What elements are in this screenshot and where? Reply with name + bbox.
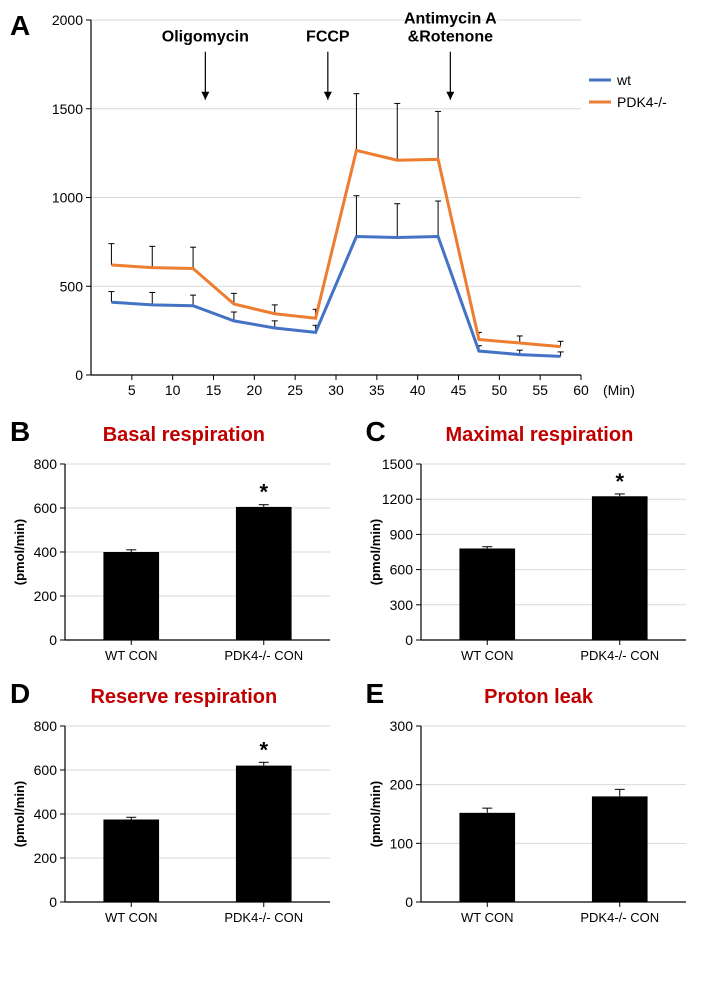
svg-text:0: 0 — [405, 632, 413, 648]
svg-text:1500: 1500 — [381, 456, 412, 472]
svg-text:wt: wt — [616, 72, 631, 88]
svg-text:WT CON: WT CON — [461, 648, 513, 663]
svg-text:0: 0 — [75, 367, 83, 383]
svg-text:1200: 1200 — [381, 491, 412, 507]
svg-text:(pmol/min): (pmol/min) — [368, 519, 383, 585]
svg-text:200: 200 — [34, 850, 58, 866]
svg-text:60: 60 — [573, 382, 589, 398]
panel-d-title: Reserve respiration — [42, 686, 345, 709]
svg-text:2000: 2000 — [52, 12, 83, 28]
panel-b-chart: 0 200 400 600 800 (pmol/min) WT CON PDK4-/- CON… — [10, 450, 346, 670]
svg-text:25: 25 — [288, 382, 304, 398]
svg-text:PDK4-/- CON: PDK4-/- CON — [224, 648, 303, 663]
svg-text:PDK4-/- CON: PDK4-/- CON — [580, 648, 659, 663]
svg-text:PDK4-/- CON: PDK4-/- CON — [580, 910, 659, 925]
panel-b-label: B — [10, 416, 30, 448]
svg-text:400: 400 — [34, 544, 58, 560]
svg-text:100: 100 — [389, 835, 413, 851]
panel-e-chart: 0 100 200 300 (pmol/min) WT CON PDK4-/- CON — [366, 712, 702, 932]
panel-a-chart: 0 500 1000 1500 2000 5 10 15 20 25 30 35 40 45 50 55 60 (… — [36, 10, 681, 410]
svg-text:50: 50 — [492, 382, 508, 398]
svg-text:10: 10 — [165, 382, 181, 398]
panel-c-container: C Maximal respiration 0 300 600 900 1200 1500… — [366, 416, 702, 670]
panel-d-chart: 0 200 400 600 800 (pmol/min) WT CON PDK4-/- CON… — [10, 712, 346, 932]
svg-text:Antimycin A: Antimycin A — [404, 11, 497, 28]
panel-e-container: E Proton leak 0 100 200 300 (pmol/min) WT CON… — [366, 678, 702, 932]
svg-text:800: 800 — [34, 718, 58, 734]
svg-text:500: 500 — [60, 278, 84, 294]
svg-text:200: 200 — [389, 777, 413, 793]
small-panels-grid: B Basal respiration 0 200 400 600 800 (pmol/m… — [10, 416, 701, 932]
svg-text:400: 400 — [34, 806, 58, 822]
svg-text:1500: 1500 — [52, 101, 83, 117]
svg-text:300: 300 — [389, 718, 413, 734]
panel-a-container: A 0 500 1000 1500 2000 5 10 15 20 25 30 35 40 45 50 55 6… — [10, 10, 701, 410]
svg-text:600: 600 — [34, 500, 58, 516]
svg-text:900: 900 — [389, 526, 413, 542]
svg-text:300: 300 — [389, 597, 413, 613]
svg-text:0: 0 — [49, 894, 57, 910]
panel-c-label: C — [366, 416, 386, 448]
svg-text:WT CON: WT CON — [105, 648, 157, 663]
panel-c-title: Maximal respiration — [398, 424, 701, 447]
panel-b-container: B Basal respiration 0 200 400 600 800 (pmol/m… — [10, 416, 346, 670]
panel-d-label: D — [10, 678, 30, 710]
svg-text:PDK4-/-: PDK4-/- — [617, 94, 667, 110]
svg-text:(Min): (Min) — [603, 382, 635, 398]
panel-e-label: E — [366, 678, 385, 710]
svg-text:5: 5 — [128, 382, 136, 398]
svg-text:0: 0 — [49, 632, 57, 648]
panel-c-chart: 0 300 600 900 1200 1500 (pmol/min) WT CON PDK4-/… — [366, 450, 702, 670]
svg-text:200: 200 — [34, 588, 58, 604]
panel-d-container: D Reserve respiration 0 200 400 600 800 (pmol… — [10, 678, 346, 932]
svg-text:600: 600 — [389, 562, 413, 578]
svg-text:35: 35 — [369, 382, 385, 398]
svg-text:Oligomycin: Oligomycin — [162, 29, 249, 46]
svg-text:&Rotenone: &Rotenone — [408, 29, 493, 46]
svg-text:(pmol/min): (pmol/min) — [368, 781, 383, 847]
svg-text:WT CON: WT CON — [461, 910, 513, 925]
svg-text:55: 55 — [533, 382, 549, 398]
svg-text:PDK4-/- CON: PDK4-/- CON — [224, 910, 303, 925]
svg-text:*: * — [615, 469, 624, 494]
panel-a-label: A — [10, 10, 30, 42]
svg-text:30: 30 — [328, 382, 344, 398]
svg-text:(pmol/min): (pmol/min) — [12, 519, 27, 585]
svg-text:15: 15 — [206, 382, 222, 398]
svg-text:*: * — [259, 737, 268, 762]
svg-text:40: 40 — [410, 382, 426, 398]
svg-text:FCCP: FCCP — [306, 29, 350, 46]
svg-text:(pmol/min): (pmol/min) — [12, 781, 27, 847]
svg-text:800: 800 — [34, 456, 58, 472]
svg-text:*: * — [259, 480, 268, 505]
svg-text:20: 20 — [247, 382, 263, 398]
panel-b-title: Basal respiration — [42, 424, 345, 447]
svg-text:45: 45 — [451, 382, 467, 398]
svg-text:0: 0 — [405, 894, 413, 910]
svg-text:1000: 1000 — [52, 190, 83, 206]
svg-text:WT CON: WT CON — [105, 910, 157, 925]
svg-text:600: 600 — [34, 762, 58, 778]
panel-e-title: Proton leak — [396, 686, 701, 709]
